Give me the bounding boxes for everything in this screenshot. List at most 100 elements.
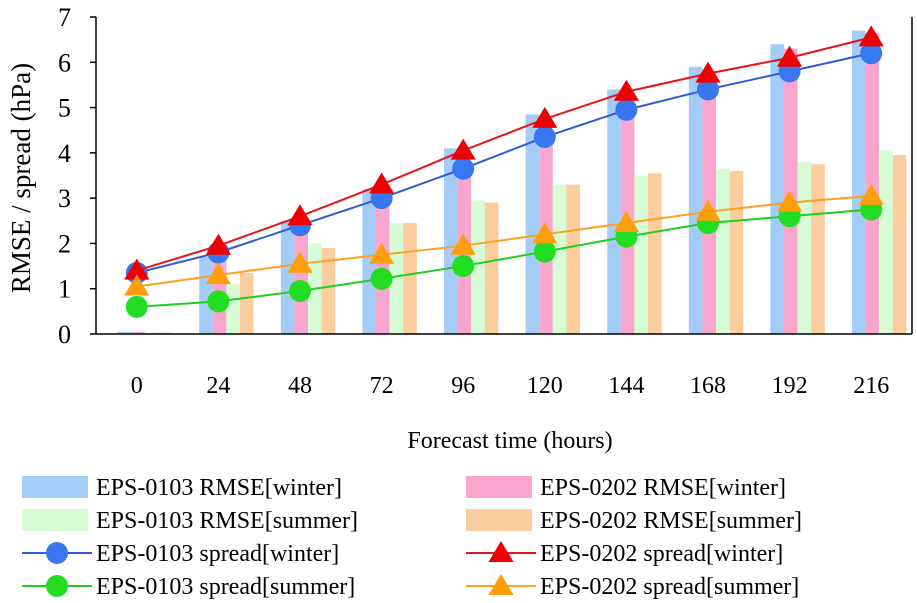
bar bbox=[471, 200, 485, 334]
legend-swatch bbox=[22, 509, 88, 531]
bar bbox=[634, 175, 648, 334]
data-point bbox=[695, 61, 721, 83]
y-tick-label: 2 bbox=[58, 229, 71, 258]
legend-label: EPS-0202 spread[summer] bbox=[540, 574, 799, 600]
bar bbox=[226, 284, 240, 334]
series-line bbox=[136, 194, 872, 288]
bar bbox=[879, 150, 893, 334]
y-tick-label: 1 bbox=[58, 275, 71, 304]
data-point bbox=[777, 45, 803, 67]
x-tick-label: 216 bbox=[853, 373, 889, 399]
x-tick-label: 0 bbox=[131, 373, 143, 399]
legend-marker bbox=[46, 542, 68, 564]
data-point bbox=[533, 126, 556, 149]
data-point bbox=[533, 240, 556, 263]
y-tick-label: 6 bbox=[58, 48, 71, 77]
bar bbox=[852, 30, 866, 334]
data-point bbox=[613, 79, 639, 101]
legend-marker bbox=[488, 541, 514, 562]
bar bbox=[444, 148, 458, 334]
bar bbox=[362, 189, 376, 334]
data-point bbox=[289, 279, 311, 302]
bar bbox=[770, 44, 784, 335]
bar bbox=[892, 155, 907, 334]
y-axis-label: RMSE / spread (hPa) bbox=[6, 63, 36, 293]
bar bbox=[607, 89, 621, 334]
y-tick-label: 0 bbox=[58, 320, 71, 349]
legend-swatch bbox=[466, 476, 532, 498]
legend-label: EPS-0103 spread[winter] bbox=[96, 541, 339, 567]
bars-layer bbox=[117, 30, 907, 335]
data-point bbox=[287, 204, 313, 226]
y-tick-label: 7 bbox=[58, 3, 71, 32]
data-point bbox=[858, 25, 884, 47]
bar bbox=[294, 218, 308, 334]
data-point bbox=[370, 267, 393, 290]
data-point bbox=[532, 222, 558, 244]
bar bbox=[525, 114, 540, 334]
legend: EPS-0103 RMSE[winter] EPS-0202 RMSE[winte… bbox=[22, 475, 802, 600]
bar bbox=[566, 184, 580, 334]
x-tick-label: 48 bbox=[288, 373, 312, 399]
bar bbox=[784, 48, 798, 334]
bar bbox=[797, 161, 812, 334]
legend-marker bbox=[488, 574, 514, 595]
data-point bbox=[450, 233, 476, 255]
data-point bbox=[124, 274, 150, 296]
data-point bbox=[124, 258, 150, 280]
bar bbox=[321, 247, 336, 334]
bar bbox=[729, 170, 744, 334]
ticks-layer: 0 1 2 3 4 5 6 7 0 24 48 72 96 120 144 168 192 216 bbox=[58, 3, 889, 399]
data-point bbox=[369, 172, 395, 194]
bar bbox=[552, 184, 567, 334]
x-tick-label: 24 bbox=[206, 373, 230, 399]
lines-layer bbox=[124, 25, 884, 318]
series-line bbox=[136, 208, 872, 308]
bar bbox=[280, 220, 295, 334]
data-point bbox=[613, 211, 639, 233]
legend-swatch bbox=[466, 509, 532, 531]
data-point bbox=[697, 78, 719, 101]
legend-label: EPS-0103 spread[summer] bbox=[96, 574, 355, 600]
data-point bbox=[860, 42, 883, 65]
data-point bbox=[452, 255, 475, 278]
bar bbox=[648, 173, 662, 334]
bar bbox=[811, 164, 825, 334]
bar bbox=[484, 202, 499, 334]
legend-marker bbox=[46, 575, 68, 597]
y-tick-label: 4 bbox=[58, 139, 71, 168]
bar bbox=[240, 272, 254, 334]
series-line bbox=[136, 52, 872, 274]
x-tick-label: 168 bbox=[690, 373, 726, 399]
data-point bbox=[125, 295, 148, 318]
bar bbox=[389, 223, 404, 334]
legend-label: EPS-0103 RMSE[winter] bbox=[96, 475, 342, 501]
data-point bbox=[452, 157, 475, 180]
legend-label: EPS-0202 RMSE[summer] bbox=[540, 508, 802, 534]
data-point bbox=[532, 106, 558, 128]
bar bbox=[403, 223, 417, 334]
bar bbox=[688, 66, 703, 335]
bar bbox=[716, 168, 730, 334]
data-point bbox=[615, 98, 638, 121]
data-point bbox=[369, 242, 395, 264]
data-point bbox=[287, 251, 313, 273]
legend-label: EPS-0202 RMSE[winter] bbox=[540, 475, 786, 501]
bar bbox=[117, 331, 132, 334]
data-point bbox=[858, 183, 884, 205]
data-point bbox=[207, 290, 230, 313]
data-point bbox=[205, 233, 231, 255]
y-tick-label: 5 bbox=[58, 94, 71, 123]
data-point bbox=[205, 263, 231, 285]
data-point bbox=[777, 190, 803, 212]
legend-swatch bbox=[22, 476, 88, 498]
x-tick-label: 120 bbox=[527, 373, 563, 399]
data-point bbox=[450, 138, 476, 160]
x-tick-label: 96 bbox=[451, 373, 475, 399]
legend-label: EPS-0103 RMSE[summer] bbox=[96, 508, 358, 534]
bar bbox=[865, 32, 880, 334]
series-line bbox=[136, 36, 872, 272]
x-axis-label: Forecast time (hours) bbox=[407, 428, 612, 454]
x-tick-label: 144 bbox=[608, 373, 644, 399]
